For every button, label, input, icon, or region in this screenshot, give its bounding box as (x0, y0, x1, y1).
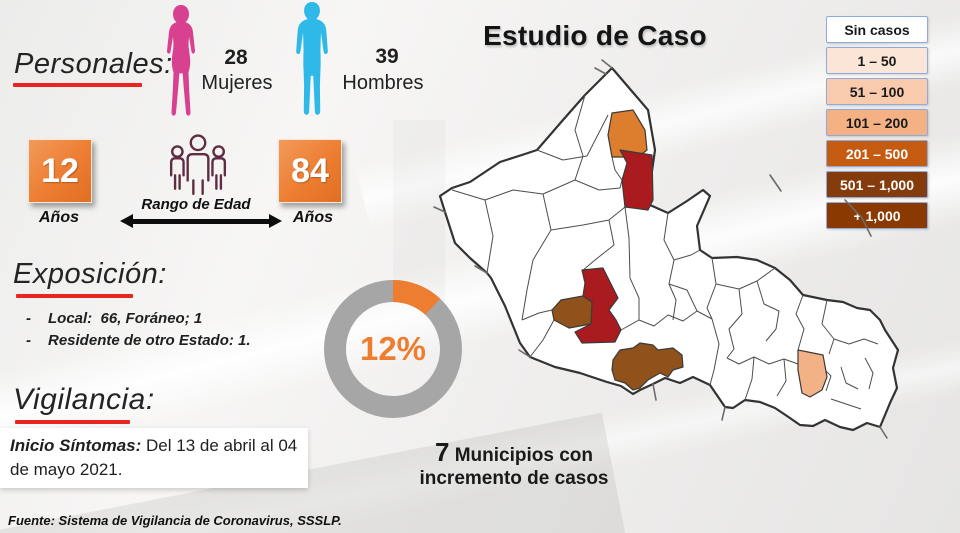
donut-chart: 12% (322, 278, 464, 420)
exposicion-underline (16, 294, 133, 298)
male-label: Hombres (342, 72, 424, 94)
vigilancia-underline (15, 420, 130, 424)
inicio-sintomas-text: Del 13 de abril al 04 de mayo 2021. (10, 436, 298, 479)
legend-item: Sin casos (826, 16, 928, 43)
arrow-line (132, 219, 270, 224)
page-title: Estudio de Caso (483, 20, 707, 51)
municipios-count: 7 (434, 437, 450, 467)
legend-item: + 1,000 (826, 202, 928, 229)
legend-item: 101 – 200 (826, 109, 928, 136)
donut-svg (324, 280, 462, 418)
map-region-north-red (619, 149, 654, 211)
exposicion-item: - Local: 66, Foráneo; 1 (26, 310, 203, 327)
footer-source: Fuente: Sistema de Vigilancia de Coronav… (8, 513, 342, 528)
age-max-value: 84 (291, 151, 329, 190)
age-max-unit: Años (293, 209, 333, 226)
municipios-note: 7 Municipios con incremento de casos (389, 439, 639, 490)
donut-arc (324, 280, 462, 418)
map-region-east-peach (797, 349, 828, 398)
map-stray-lines (433, 59, 888, 439)
vigilancia-heading: Vigilancia: (13, 383, 155, 416)
personales-underline (13, 83, 142, 87)
inicio-sintomas-label: Inicio Síntomas: (10, 436, 142, 455)
male-icon (296, 2, 328, 115)
age-min-value: 12 (41, 151, 79, 190)
people-icon (169, 134, 227, 196)
female-label: Mujeres (201, 72, 273, 94)
legend-item: 201 – 500 (826, 140, 928, 167)
map-region-center-brown-west (551, 295, 593, 329)
age-max-box: 84 (278, 139, 342, 203)
legend-item: 51 – 100 (826, 78, 928, 105)
municipios-line2: incremento de casos (419, 468, 609, 489)
choropleth-map (433, 59, 900, 439)
female-count: 28 (224, 46, 248, 69)
legend-item: 1 – 50 (826, 47, 928, 74)
municipios-line1: Municipios con (449, 445, 594, 466)
exposicion-item: - Residente de otro Estado: 1. (26, 332, 251, 349)
map-region-south-brown (611, 342, 684, 391)
donut-percent-label: 12% (359, 330, 427, 367)
arrow-left-head (120, 214, 133, 228)
exposicion-list: - Local: 66, Foráneo; 1 - Residente de otro… (26, 310, 306, 354)
vigilancia-card: Inicio Síntomas: Del 13 de abril al 04 d… (0, 428, 308, 488)
age-min-unit: Años (39, 209, 79, 226)
female-icon (166, 5, 196, 116)
age-min-box: 12 (28, 139, 92, 203)
legend: Sin casos 1 – 50 51 – 100 101 – 200 201 – 50… (826, 16, 930, 233)
age-range-label: Rango de Edad (141, 196, 251, 213)
personales-heading: Personales: (14, 48, 173, 80)
exposicion-heading: Exposición: (13, 258, 167, 290)
male-count: 39 (375, 45, 399, 68)
arrow-right-head (269, 214, 282, 228)
municipal-boundaries (451, 94, 879, 410)
legend-item: 501 – 1,000 (826, 171, 928, 198)
